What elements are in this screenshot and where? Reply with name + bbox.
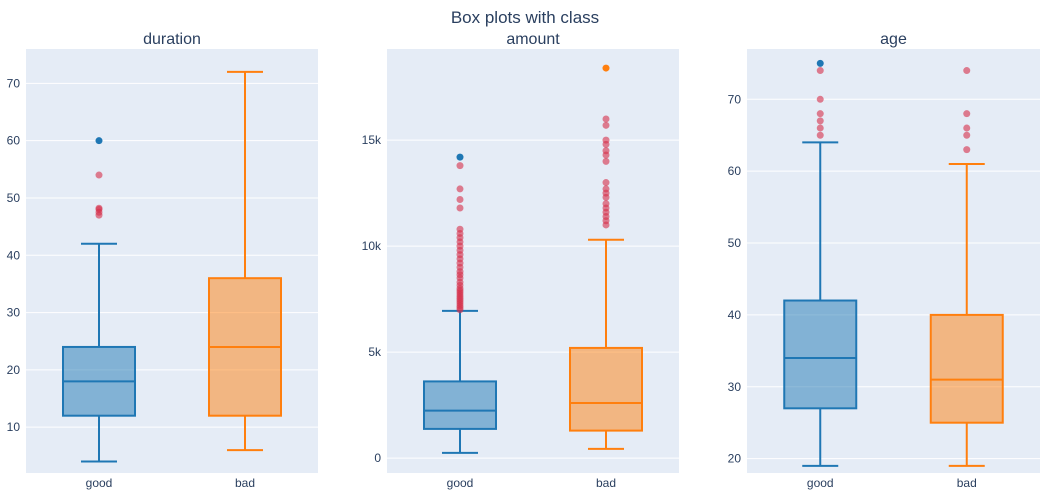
y-tick-label: 30 [728, 380, 742, 394]
y-tick-label: 20 [728, 452, 742, 466]
outlier-point [602, 136, 610, 144]
y-tick-label: 10k [362, 239, 382, 253]
outlier-point [95, 204, 103, 212]
x-tick-label: good [447, 476, 474, 490]
outlier-point [602, 157, 610, 165]
outlier-point [456, 162, 464, 170]
subplot-title: amount [506, 31, 560, 48]
x-tick-label: good [86, 476, 113, 490]
y-tick-label: 70 [728, 92, 742, 106]
outlier-point [602, 121, 610, 129]
outlier-point [95, 137, 103, 145]
outlier-point [95, 171, 103, 179]
subplot-title: age [880, 31, 907, 48]
y-tick-label: 40 [728, 308, 742, 322]
outlier-point [602, 200, 610, 208]
x-tick-label: bad [596, 476, 616, 490]
outlier-point [816, 131, 824, 139]
y-tick-label: 40 [7, 248, 21, 262]
outlier-point [456, 225, 464, 233]
y-tick-label: 60 [7, 134, 21, 148]
outlier-point [816, 95, 824, 103]
y-tick-label: 50 [728, 236, 742, 250]
outlier-point [456, 185, 464, 193]
y-tick-label: 30 [7, 306, 21, 320]
box-good [783, 299, 858, 410]
y-tick-label: 20 [7, 363, 21, 377]
box-bad [569, 346, 643, 432]
y-tick-label: 15k [362, 133, 382, 147]
outlier-point [602, 185, 610, 193]
outlier-point [816, 124, 824, 132]
y-tick-label: 60 [728, 164, 742, 178]
outlier-point [816, 110, 824, 118]
subplot-title: duration [143, 31, 201, 48]
outlier-point [602, 64, 610, 72]
outlier-point [602, 115, 610, 123]
chart-title: Box plots with class [450, 8, 600, 27]
y-tick-label: 70 [7, 76, 21, 90]
y-tick-label: 50 [7, 191, 21, 205]
outlier-point [602, 179, 610, 187]
outlier-point [816, 59, 824, 67]
x-tick-label: bad [235, 476, 255, 490]
box-bad [929, 313, 1004, 424]
outlier-point [963, 67, 971, 75]
outlier-point [963, 146, 971, 154]
outlier-point [816, 117, 824, 125]
outlier-point [816, 67, 824, 75]
outlier-point [602, 147, 610, 155]
outlier-point [963, 131, 971, 139]
outlier-point [456, 204, 464, 212]
y-tick-label: 0 [374, 451, 381, 465]
x-tick-label: bad [957, 476, 977, 490]
outlier-point [456, 153, 464, 161]
box-good [423, 380, 497, 430]
y-tick-label: 10 [7, 420, 21, 434]
outlier-point [963, 110, 971, 118]
outlier-point [963, 124, 971, 132]
y-tick-label: 5k [368, 345, 382, 359]
x-tick-label: good [807, 476, 834, 490]
outlier-point [456, 196, 464, 204]
